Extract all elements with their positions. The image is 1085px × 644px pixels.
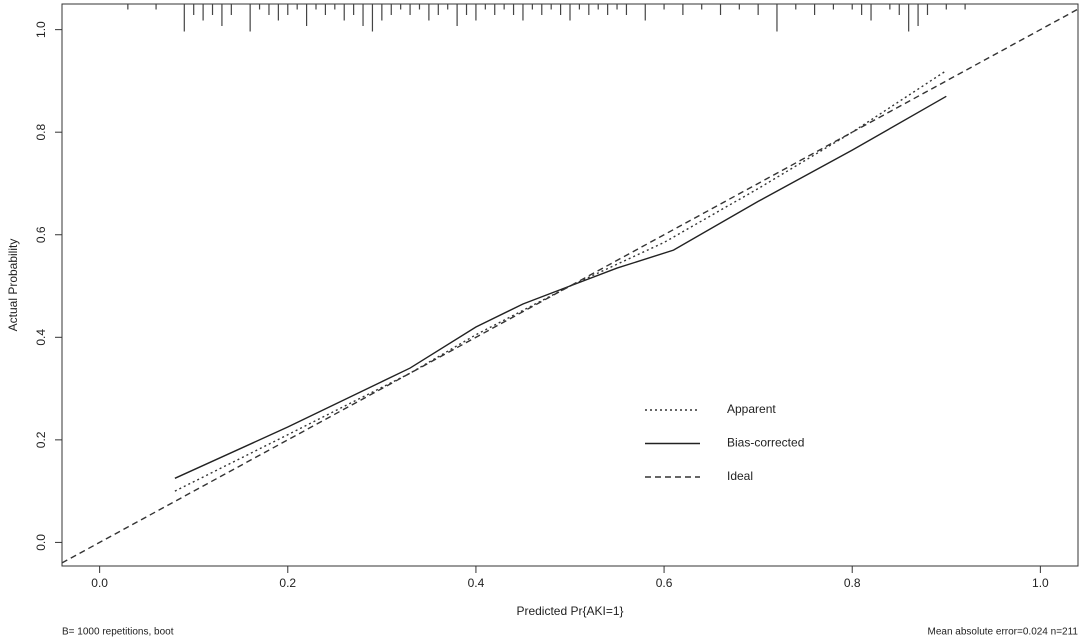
x-tick-label: 0.0 xyxy=(91,576,108,590)
calibration-line xyxy=(62,8,1078,564)
calibration-line xyxy=(174,95,947,479)
x-tick-label: 0.6 xyxy=(656,576,673,590)
x-tick-label: 1.0 xyxy=(1032,576,1049,590)
legend-label: Bias-corrected xyxy=(727,436,804,450)
y-tick-label: 0.4 xyxy=(34,329,48,346)
plot-area xyxy=(62,8,1078,564)
x-tick-label: 0.8 xyxy=(844,576,861,590)
y-tick-label: 0.0 xyxy=(34,534,48,551)
legend-label: Apparent xyxy=(727,402,776,416)
calibration-line xyxy=(174,70,947,492)
footnote-left: B= 1000 repetitions, boot xyxy=(62,627,174,638)
y-tick-label: 0.8 xyxy=(34,124,48,141)
x-axis-label: Predicted Pr{AKI=1} xyxy=(516,604,623,618)
x-tick-label: 0.4 xyxy=(468,576,485,590)
x-tick-label: 0.2 xyxy=(279,576,296,590)
y-tick-label: 1.0 xyxy=(34,21,48,38)
y-axis-label: Actual Probability xyxy=(6,239,20,332)
plot-frame xyxy=(61,3,1079,567)
y-tick-label: 0.2 xyxy=(34,431,48,448)
y-tick-label: 0.6 xyxy=(34,226,48,243)
footnote-right: Mean absolute error=0.024 n=211 xyxy=(928,627,1079,638)
legend-label: Ideal xyxy=(727,469,753,483)
